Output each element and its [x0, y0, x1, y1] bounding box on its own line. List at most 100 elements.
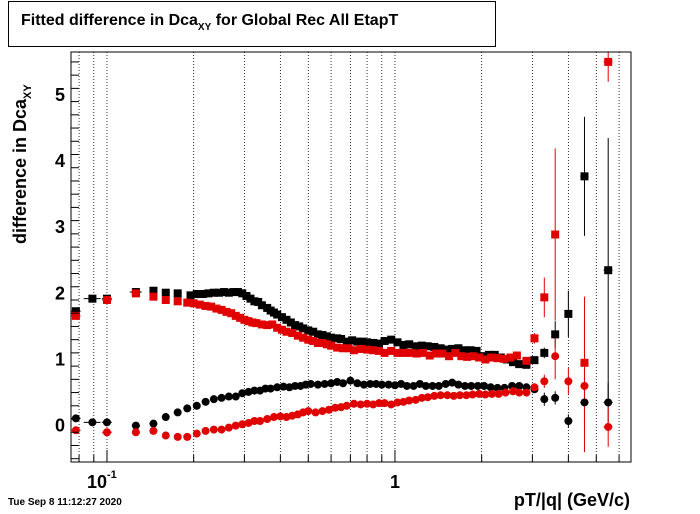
- data-point-square: [220, 288, 229, 297]
- data-point-circle: [306, 379, 315, 388]
- data-point-circle: [515, 388, 524, 397]
- data-point-square: [342, 337, 351, 346]
- data-point-square: [273, 323, 282, 332]
- data-point-square: [454, 344, 463, 353]
- data-point-circle: [224, 423, 233, 432]
- data-point-circle: [88, 418, 97, 427]
- data-point-square: [418, 348, 427, 357]
- data-point-circle: [454, 380, 463, 389]
- data-point-square: [277, 313, 286, 322]
- data-point-square: [466, 346, 475, 355]
- data-point-circle: [551, 393, 560, 402]
- data-point-circle: [71, 426, 80, 435]
- title-main: Fitted difference in Dca: [21, 12, 198, 29]
- data-point-circle: [486, 383, 495, 392]
- data-point-square: [318, 338, 327, 347]
- data-point-square: [363, 345, 372, 354]
- data-point-circle: [455, 391, 464, 400]
- data-point-square: [273, 310, 282, 319]
- data-point-square: [217, 305, 226, 314]
- data-point-square: [442, 345, 451, 354]
- data-point-circle: [256, 417, 265, 425]
- data-point-circle: [377, 380, 386, 389]
- data-point-square: [399, 340, 408, 349]
- data-point-circle: [238, 389, 247, 398]
- x-tick-label: 1: [390, 472, 400, 492]
- data-point-circle: [509, 387, 518, 396]
- data-point-square: [309, 327, 318, 336]
- data-point-square: [493, 354, 502, 363]
- data-point-square: [423, 342, 432, 351]
- data-point-circle: [443, 391, 452, 400]
- data-point-square: [309, 336, 318, 345]
- data-point-circle: [263, 415, 272, 424]
- data-point-square: [399, 348, 408, 357]
- data-point-circle: [359, 380, 368, 389]
- data-point-square: [149, 292, 158, 301]
- data-point-circle: [393, 398, 402, 407]
- data-point-square: [71, 311, 80, 320]
- data-point-square: [186, 291, 195, 300]
- data-point-circle: [363, 399, 372, 408]
- data-point-square: [515, 360, 524, 369]
- data-point-square: [438, 349, 447, 358]
- data-point-circle: [481, 390, 490, 399]
- y-tick-label: 3: [55, 217, 65, 237]
- data-point-square: [406, 348, 415, 357]
- data-point-circle: [324, 405, 333, 414]
- data-point-circle: [353, 379, 362, 388]
- data-point-circle: [161, 413, 170, 422]
- data-point-square: [530, 334, 539, 343]
- data-point-square: [313, 338, 322, 347]
- data-point-square: [393, 338, 402, 347]
- data-point-square: [417, 341, 426, 350]
- data-point-circle: [428, 381, 437, 390]
- data-point-square: [238, 289, 247, 298]
- data-point-circle: [339, 379, 348, 388]
- data-point-circle: [522, 388, 531, 397]
- data-point-square: [229, 288, 238, 297]
- data-point-circle: [279, 382, 288, 391]
- data-point-square: [201, 301, 210, 310]
- data-point-circle: [161, 431, 170, 440]
- data-point-square: [257, 301, 266, 310]
- y-axis-label: difference in DcaXY: [10, 84, 34, 244]
- data-point-circle: [604, 422, 613, 431]
- data-point-circle: [480, 381, 489, 390]
- data-point-square: [348, 336, 357, 345]
- data-point-square: [506, 353, 515, 362]
- data-point-square: [481, 355, 490, 364]
- data-point-circle: [276, 412, 285, 421]
- data-point-circle: [131, 421, 140, 430]
- error-bars: [71, 52, 613, 453]
- data-point-circle: [462, 391, 471, 400]
- data-point-square: [551, 330, 560, 339]
- data-point-square: [436, 344, 445, 353]
- data-point-circle: [448, 378, 457, 387]
- data-point-square: [252, 319, 261, 328]
- data-point-circle: [473, 381, 482, 390]
- data-point-square: [333, 343, 342, 352]
- data-point-circle: [387, 400, 396, 409]
- data-point-circle: [250, 417, 259, 425]
- data-point-square: [509, 358, 518, 367]
- data-point-square: [512, 351, 521, 360]
- data-point-square: [304, 326, 313, 335]
- data-point-square: [233, 288, 242, 297]
- data-point-square: [131, 289, 140, 298]
- y-tick-label: 1: [55, 350, 65, 370]
- data-point-circle: [384, 380, 393, 389]
- data-point-circle: [390, 381, 399, 390]
- data-point-square: [444, 352, 453, 361]
- data-point-square: [564, 309, 573, 318]
- y-tick-label: 0: [55, 416, 65, 436]
- data-point-square: [387, 346, 396, 355]
- data-point-circle: [494, 389, 503, 398]
- data-point-circle: [201, 397, 210, 406]
- data-point-square: [430, 342, 439, 351]
- data-point-square: [432, 349, 441, 358]
- x-tick-label: 10: [87, 472, 107, 492]
- data-point-circle: [501, 388, 510, 397]
- data-point-square: [322, 340, 331, 349]
